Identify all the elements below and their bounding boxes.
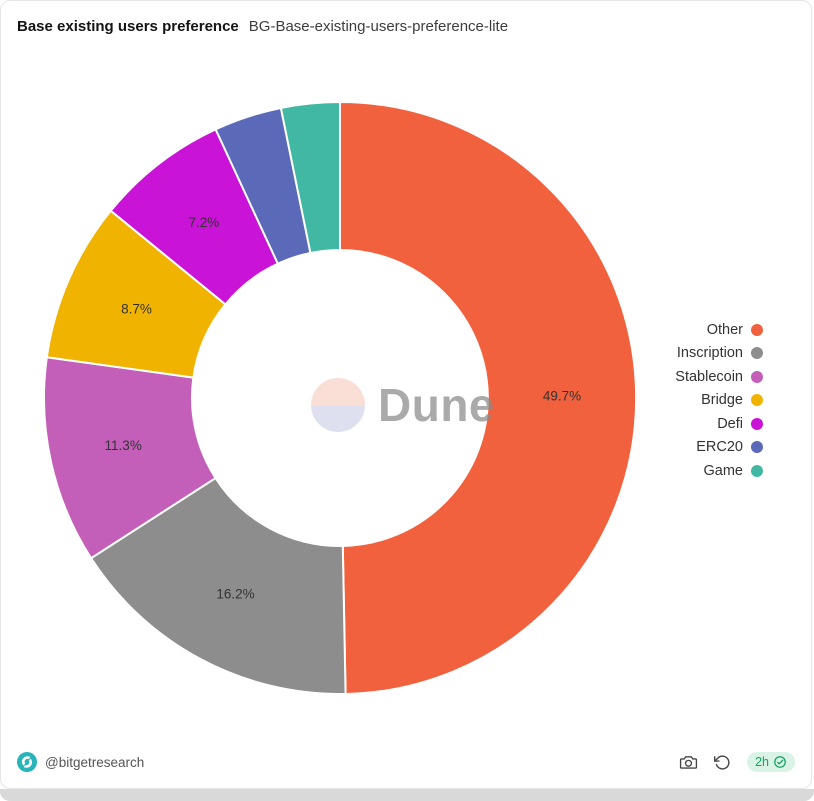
chart-subtitle[interactable]: BG-Base-existing-users-preference-lite <box>248 18 509 35</box>
bitget-logo-icon <box>17 752 37 772</box>
slice-label: 16.2% <box>216 586 254 601</box>
legend-item-other[interactable]: Other <box>675 318 763 342</box>
legend-item-defi[interactable]: Defi <box>675 412 763 436</box>
slice-other[interactable] <box>339 101 638 695</box>
footer-actions: 2h <box>679 752 795 772</box>
camera-icon <box>680 755 698 769</box>
legend-dot <box>751 347 763 360</box>
legend-label: Game <box>703 462 744 479</box>
header: Base existing users preference BG-Base-e… <box>1 1 811 35</box>
legend-label: Bridge <box>701 392 743 409</box>
slice-inscription[interactable] <box>90 477 347 695</box>
check-circle-icon <box>774 756 786 768</box>
data-freshness-text: 2h <box>755 755 769 769</box>
bottom-strip <box>0 789 814 801</box>
chart-title[interactable]: Base existing users preference <box>17 18 239 35</box>
legend-dot <box>751 323 763 336</box>
slice-label: 7.2% <box>189 215 220 230</box>
legend-label: Other <box>706 321 743 338</box>
refresh-button[interactable] <box>714 754 731 771</box>
legend: Other Inscription Stablecoin Bridge Defi ERC2… <box>675 318 763 483</box>
data-freshness-badge[interactable]: 2h <box>747 752 795 772</box>
footer: @bitgetresearch 2h <box>1 742 811 782</box>
slice-label: 49.7% <box>543 388 581 403</box>
legend-item-inscription[interactable]: Inscription <box>675 342 763 366</box>
slice-label: 11.3% <box>105 438 142 453</box>
author-handle[interactable]: @bitgetresearch <box>45 754 145 770</box>
legend-label: Stablecoin <box>675 368 743 385</box>
legend-dot <box>751 441 763 454</box>
slice-game[interactable] <box>279 101 341 254</box>
rotate-ccw-icon <box>714 754 730 770</box>
legend-dot <box>751 417 763 430</box>
footer-author: @bitgetresearch <box>17 752 144 772</box>
legend-item-game[interactable]: Game <box>675 459 763 483</box>
legend-item-stablecoin[interactable]: Stablecoin <box>675 365 763 389</box>
legend-label: Defi <box>717 415 743 432</box>
legend-item-erc20[interactable]: ERC20 <box>675 436 763 460</box>
legend-label: ERC20 <box>696 439 743 456</box>
donut-chart: 49.7% 16.2% 11.3% 8.7% 7.2% <box>42 101 638 695</box>
legend-label: Inscription <box>676 345 743 362</box>
legend-dot <box>751 394 763 407</box>
slice-label: 8.7% <box>121 302 152 317</box>
legend-item-bridge[interactable]: Bridge <box>675 389 763 413</box>
screenshot-button[interactable] <box>679 753 698 772</box>
legend-dot <box>751 370 763 383</box>
legend-dot <box>751 464 763 477</box>
